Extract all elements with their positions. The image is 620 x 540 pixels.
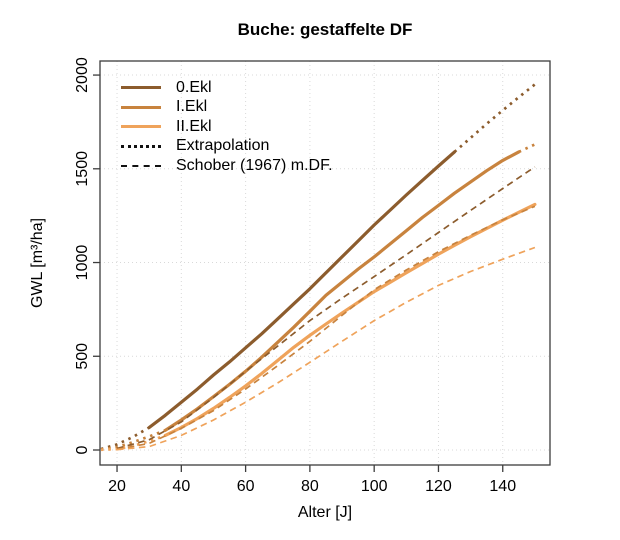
legend-swatch-extrapolation bbox=[121, 144, 161, 148]
series-line-dashed bbox=[116, 166, 536, 450]
legend-item-2ekl: II.Ekl bbox=[121, 117, 333, 137]
chart-title: Buche: gestaffelte DF bbox=[237, 20, 413, 39]
series-line-dotted bbox=[100, 426, 150, 451]
y-tick-label: 500 bbox=[74, 343, 91, 370]
y-axis-label: GWL [m³/ha] bbox=[29, 217, 46, 309]
plot-border bbox=[99, 60, 551, 466]
x-tick-label: 140 bbox=[489, 478, 516, 495]
y-tick-label: 0 bbox=[74, 445, 91, 454]
legend-swatch-1ekl bbox=[121, 105, 161, 109]
x-tick-label: 20 bbox=[108, 478, 126, 495]
x-tick-label: 100 bbox=[361, 478, 388, 495]
legend: 0.Ekl I.Ekl II.Ekl Extrapolation Schober… bbox=[121, 78, 333, 176]
series-line-solid bbox=[147, 150, 457, 430]
legend-label-extrapolation: Extrapolation bbox=[176, 137, 270, 155]
legend-label-1ekl: I.Ekl bbox=[176, 98, 208, 116]
legend-swatch-2ekl bbox=[121, 125, 161, 129]
legend-item-0ekl: 0.Ekl bbox=[121, 78, 333, 98]
x-tick-label: 120 bbox=[425, 478, 452, 495]
legend-item-extrapolation: Extrapolation bbox=[121, 137, 333, 157]
series-line-solid bbox=[163, 202, 537, 437]
series-line-dashed bbox=[116, 246, 536, 451]
legend-label-schober: Schober (1967) m.DF. bbox=[176, 156, 333, 174]
series-line-dotted bbox=[518, 143, 536, 154]
legend-label-2ekl: II.Ekl bbox=[176, 117, 212, 135]
series-line-dashed bbox=[116, 205, 536, 451]
y-tick-label: 2000 bbox=[74, 57, 91, 93]
legend-item-schober: Schober (1967) m.DF. bbox=[121, 156, 333, 176]
legend-swatch-schober bbox=[121, 164, 161, 167]
legend-swatch-0ekl bbox=[121, 86, 161, 90]
x-tick-label: 80 bbox=[301, 478, 319, 495]
y-tick-label: 1000 bbox=[74, 245, 91, 281]
series-line-solid bbox=[163, 150, 521, 432]
series-line-dotted bbox=[453, 83, 536, 153]
x-tick-label: 60 bbox=[237, 478, 255, 495]
x-axis-label: Alter [J] bbox=[297, 504, 353, 521]
legend-label-0ekl: 0.Ekl bbox=[176, 78, 212, 96]
x-tick-label: 40 bbox=[172, 478, 190, 495]
legend-item-1ekl: I.Ekl bbox=[121, 98, 333, 118]
y-tick-label: 1500 bbox=[74, 151, 91, 187]
